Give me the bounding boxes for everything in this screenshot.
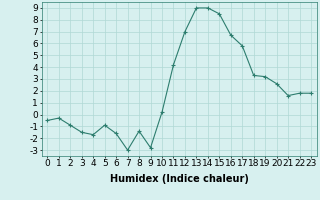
X-axis label: Humidex (Indice chaleur): Humidex (Indice chaleur): [110, 174, 249, 184]
